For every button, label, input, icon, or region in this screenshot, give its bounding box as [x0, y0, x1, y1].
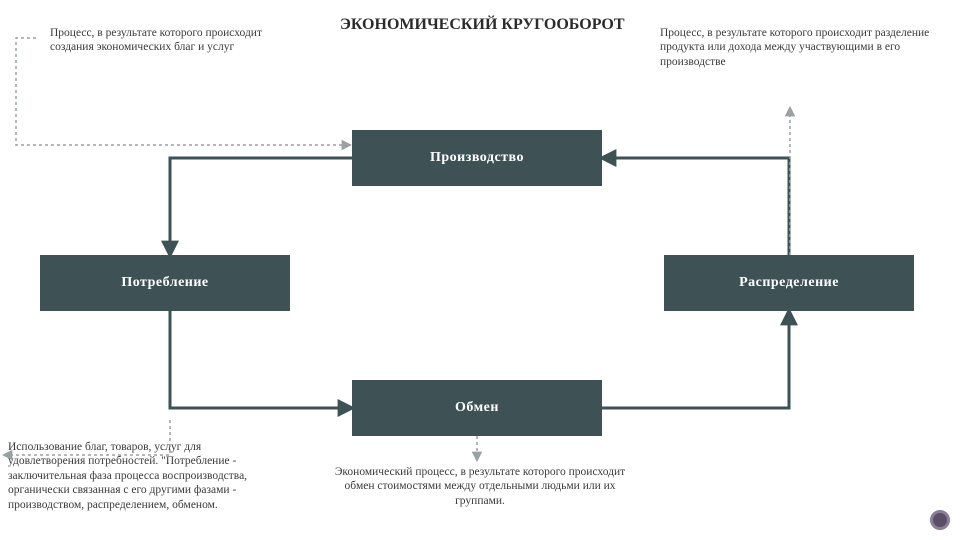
- cycle-arrow: [602, 158, 789, 255]
- corner-dot-icon: [930, 510, 950, 530]
- diagram-stage: ЭКОНОМИЧЕСКИЙ КРУГООБОРОТ Процесс, в рез…: [0, 0, 960, 540]
- node-consumption: Потребление: [40, 255, 290, 311]
- annotation-top-right: Процесс, в результате которого происходи…: [660, 26, 940, 69]
- diagram-title: ЭКОНОМИЧЕСКИЙ КРУГООБОРОТ: [340, 16, 625, 34]
- cycle-arrow: [602, 311, 789, 408]
- node-production: Производство: [352, 130, 602, 186]
- node-exchange: Обмен: [352, 380, 602, 436]
- node-distribution: Распределение: [664, 255, 914, 311]
- cycle-arrow: [170, 311, 352, 408]
- cycle-arrow: [170, 158, 352, 255]
- annotation-bottom-mid: Экономический процесс, в результате кото…: [330, 465, 630, 508]
- annotation-top-left: Процесс, в результате которого происходи…: [50, 26, 280, 55]
- annotation-bottom-left: Использование благ, товаров, услуг для у…: [8, 440, 268, 512]
